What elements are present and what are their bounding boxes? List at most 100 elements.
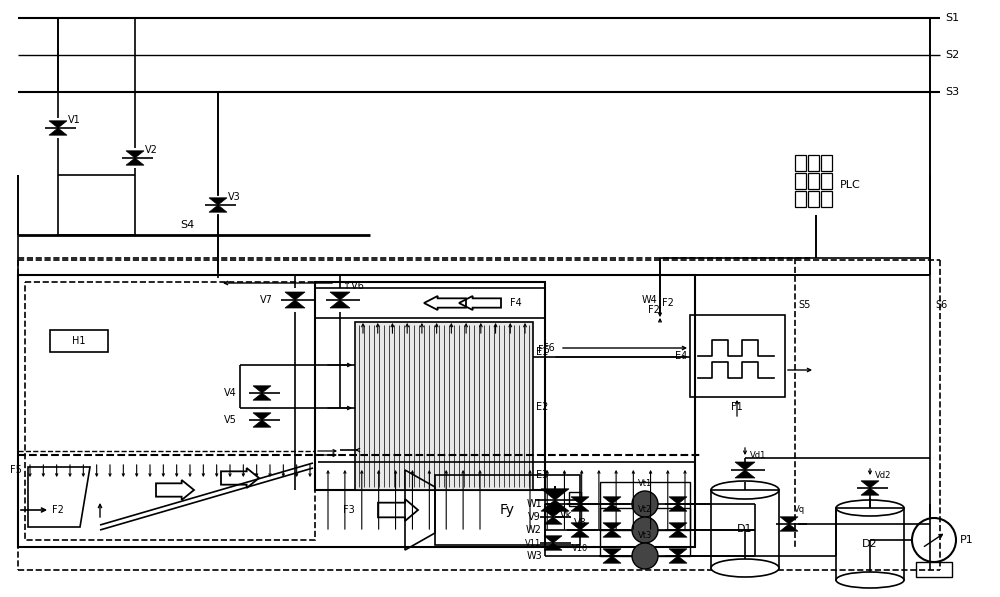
- Polygon shape: [571, 530, 589, 537]
- Bar: [25, 282, 315, 540]
- Text: V2: V2: [145, 145, 158, 155]
- Text: F2: F2: [648, 305, 660, 315]
- Polygon shape: [735, 470, 755, 478]
- Polygon shape: [861, 488, 879, 495]
- Text: S4: S4: [180, 220, 194, 230]
- Polygon shape: [603, 504, 621, 511]
- Text: Vd1: Vd1: [750, 451, 766, 460]
- Polygon shape: [285, 300, 305, 308]
- Circle shape: [632, 491, 658, 517]
- Bar: [315, 282, 545, 490]
- Text: V3: V3: [228, 192, 241, 202]
- Polygon shape: [603, 556, 621, 563]
- Text: S6: S6: [935, 300, 947, 310]
- Bar: [355, 322, 533, 490]
- Polygon shape: [330, 292, 350, 300]
- Text: V11: V11: [525, 538, 541, 547]
- Polygon shape: [780, 524, 798, 531]
- Text: W1: W1: [526, 499, 542, 509]
- Text: E3: E3: [536, 470, 548, 480]
- Text: W4: W4: [641, 295, 657, 305]
- Polygon shape: [285, 292, 305, 300]
- Text: F2: F2: [52, 505, 64, 515]
- Polygon shape: [253, 386, 271, 393]
- Bar: [821, 173, 832, 189]
- Bar: [808, 191, 819, 207]
- Bar: [690, 315, 785, 397]
- Polygon shape: [669, 523, 687, 530]
- Text: E4: E4: [675, 351, 687, 361]
- Polygon shape: [669, 556, 687, 563]
- Bar: [808, 155, 819, 171]
- Polygon shape: [544, 510, 562, 517]
- Text: PLC: PLC: [840, 180, 861, 190]
- Text: Vt3: Vt3: [638, 531, 652, 540]
- Text: F6: F6: [543, 343, 555, 353]
- Bar: [821, 191, 832, 207]
- Polygon shape: [253, 420, 271, 427]
- Text: Vq: Vq: [794, 504, 805, 513]
- Bar: [50, 330, 108, 352]
- Text: S5: S5: [798, 300, 810, 310]
- Polygon shape: [253, 393, 271, 400]
- Bar: [795, 155, 806, 171]
- Polygon shape: [669, 504, 687, 511]
- Polygon shape: [126, 158, 144, 165]
- Bar: [18, 275, 695, 547]
- Text: Vt1: Vt1: [638, 479, 652, 488]
- Polygon shape: [209, 205, 227, 212]
- Polygon shape: [541, 500, 569, 511]
- Bar: [569, 492, 581, 506]
- Text: S2: S2: [945, 50, 959, 60]
- Bar: [711, 490, 779, 568]
- Text: Vd2: Vd2: [875, 470, 891, 479]
- Text: F4: F4: [510, 298, 522, 308]
- Polygon shape: [126, 151, 144, 158]
- Polygon shape: [544, 517, 562, 524]
- Bar: [600, 508, 690, 556]
- Text: V10: V10: [572, 544, 588, 553]
- Ellipse shape: [711, 559, 779, 577]
- Circle shape: [632, 543, 658, 569]
- Bar: [600, 482, 690, 530]
- Polygon shape: [571, 523, 589, 530]
- Text: W3: W3: [526, 551, 542, 561]
- Polygon shape: [603, 549, 621, 556]
- Text: V7: V7: [260, 295, 273, 305]
- Text: D1: D1: [737, 524, 753, 534]
- Text: V4: V4: [224, 388, 237, 398]
- Text: F1: F1: [731, 402, 743, 412]
- Bar: [795, 173, 806, 189]
- Text: Vt2: Vt2: [638, 505, 652, 514]
- Text: F3: F3: [343, 505, 355, 515]
- Text: V8: V8: [574, 518, 586, 528]
- Circle shape: [632, 517, 658, 543]
- Polygon shape: [603, 530, 621, 537]
- Polygon shape: [49, 128, 67, 135]
- Bar: [808, 173, 819, 189]
- Polygon shape: [603, 523, 621, 530]
- Text: V9: V9: [528, 512, 541, 522]
- Text: D2: D2: [862, 539, 878, 549]
- Ellipse shape: [836, 572, 904, 588]
- Text: E2: E2: [536, 402, 548, 412]
- Polygon shape: [330, 300, 350, 308]
- Bar: [435, 475, 580, 545]
- Polygon shape: [541, 489, 569, 500]
- Polygon shape: [544, 536, 562, 543]
- Text: S1: S1: [945, 13, 959, 23]
- Polygon shape: [669, 549, 687, 556]
- Polygon shape: [544, 543, 562, 550]
- Polygon shape: [253, 413, 271, 420]
- Polygon shape: [861, 481, 879, 488]
- Polygon shape: [603, 497, 621, 504]
- Polygon shape: [780, 517, 798, 524]
- Polygon shape: [669, 530, 687, 537]
- Text: P1: P1: [960, 535, 974, 545]
- Text: F2: F2: [662, 298, 674, 308]
- Text: Fy: Fy: [500, 503, 515, 517]
- Text: V1: V1: [68, 115, 81, 125]
- Bar: [916, 562, 952, 577]
- Polygon shape: [669, 497, 687, 504]
- Text: Vk: Vk: [560, 510, 572, 520]
